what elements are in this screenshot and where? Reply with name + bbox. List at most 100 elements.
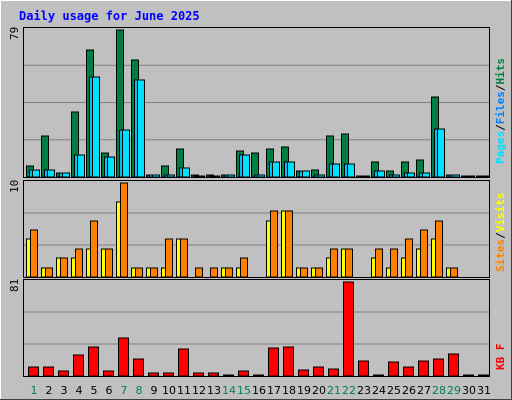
x-tick-label: 4	[76, 384, 83, 397]
sites-bar	[390, 248, 398, 278]
sites-bar	[210, 267, 218, 278]
x-tick-label: 13	[207, 384, 221, 397]
pages-bar	[77, 154, 85, 178]
pages-bar	[482, 175, 490, 178]
x-tick-label: 21	[327, 384, 341, 397]
pages-bar	[152, 174, 160, 178]
kb-bar	[163, 372, 174, 377]
legend-files: Files	[494, 91, 507, 124]
pages-bar	[332, 163, 340, 178]
sites-bar	[225, 267, 233, 278]
kb-bar	[238, 370, 249, 377]
sites-bar	[300, 267, 308, 278]
kb-bar	[373, 374, 384, 377]
legend-f: F	[494, 344, 507, 351]
pages-bar	[287, 161, 295, 178]
sites-bar	[45, 267, 53, 278]
x-tick-label: 24	[372, 384, 386, 397]
sites-bar	[375, 248, 383, 278]
kb-bar	[118, 337, 129, 377]
pages-bar	[197, 175, 205, 178]
pages-bar	[377, 170, 385, 178]
x-tick-label: 11	[177, 384, 191, 397]
pages-bar	[272, 161, 280, 178]
kb-bar	[58, 370, 69, 377]
sites-bar	[450, 267, 458, 278]
kb-bar	[463, 374, 474, 377]
pages-bar	[182, 167, 190, 178]
x-tick-label: 8	[136, 384, 143, 397]
legend-pages: Pages	[494, 131, 507, 164]
x-tick-label: 25	[387, 384, 401, 397]
sites-bar	[330, 248, 338, 278]
sites-bar	[195, 267, 203, 278]
kb-bar	[403, 366, 414, 377]
sites-bar	[165, 238, 173, 278]
pages-bar	[362, 175, 370, 178]
legend-sep-3: /	[494, 232, 507, 239]
kb-bar	[388, 361, 399, 377]
sites-bar	[105, 248, 113, 278]
pages-bar	[257, 174, 265, 178]
sites-bar	[90, 220, 98, 278]
x-tick-label: 16	[252, 384, 266, 397]
sites-bar	[420, 229, 428, 278]
x-tick-label: 27	[417, 384, 431, 397]
x-axis-day-labels: 1 2 3 4 5 6 7 8 9 10 11 12 13 14 15 16 17 18 19 20 21 22 23 24 2…	[31, 384, 492, 397]
hits-legend-label: Pages/Files/Hits	[494, 58, 507, 164]
hits-bar	[251, 152, 259, 178]
pages-bar	[47, 169, 55, 178]
x-tick-label: 6	[106, 384, 113, 397]
x-tick-label: 29	[447, 384, 461, 397]
kb-bar	[208, 372, 219, 377]
pages-bar	[452, 174, 460, 178]
sites-bar	[60, 257, 68, 278]
sites-bar	[135, 267, 143, 278]
kb-bar	[88, 346, 99, 377]
sites-bar	[315, 267, 323, 278]
pages-bar	[137, 79, 145, 178]
sites-bar	[405, 238, 413, 278]
x-tick-label: 12	[192, 384, 206, 397]
pages-bar	[407, 172, 415, 178]
sites-ymax-label: 10	[8, 180, 21, 193]
x-tick-label: 7	[121, 384, 128, 397]
sites-bar	[120, 182, 128, 278]
x-tick-label: 9	[151, 384, 158, 397]
kb-bar	[223, 374, 234, 377]
sites-bar	[270, 210, 278, 278]
sites-bar	[345, 248, 353, 278]
kb-bar	[178, 348, 189, 377]
x-tick-label: 30	[462, 384, 476, 397]
sites-bar	[150, 267, 158, 278]
kb-bar	[313, 366, 324, 377]
pages-bar	[62, 172, 70, 178]
pages-bar	[122, 129, 130, 178]
pages-bar	[167, 174, 175, 178]
x-tick-label: 3	[61, 384, 68, 397]
kb-bar	[448, 353, 459, 377]
legend-space	[494, 350, 507, 357]
sites-bar	[180, 238, 188, 278]
legend-sites: Sites	[494, 239, 507, 272]
legend-kb: KB	[494, 356, 507, 370]
sites-panel-frame	[23, 180, 490, 278]
pages-bar	[437, 128, 445, 178]
legend-visits: Visits	[494, 193, 507, 233]
x-tick-label: 26	[402, 384, 416, 397]
kb-bar	[103, 370, 114, 377]
pages-bar	[212, 175, 220, 178]
kb-bar	[478, 374, 489, 377]
legend-sep-2: /	[494, 84, 507, 91]
x-tick-label: 2	[46, 384, 53, 397]
pages-bar	[227, 174, 235, 178]
kb-bar	[343, 281, 354, 377]
kb-bar	[298, 369, 309, 377]
x-tick-label: 20	[312, 384, 326, 397]
pages-bar	[467, 175, 475, 178]
kb-bar	[28, 366, 39, 377]
kb-bar	[283, 346, 294, 377]
